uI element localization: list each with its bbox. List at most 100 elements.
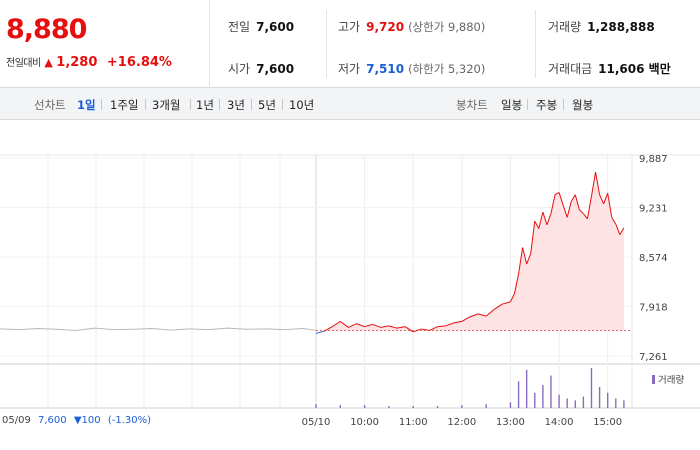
- line-chart-label: 선차트: [34, 98, 66, 112]
- divider: [563, 99, 564, 110]
- prev-day-line: [0, 327, 317, 331]
- y-tick-label: 8,574: [639, 253, 668, 264]
- price-line-segment: [530, 221, 536, 254]
- period-1y[interactable]: 1년: [196, 98, 214, 112]
- price-line-segment: [453, 320, 462, 324]
- price-line-segment: [502, 301, 511, 305]
- price-line-segment: [437, 325, 446, 328]
- divider: [282, 99, 283, 110]
- y-tick-label: 7,918: [639, 302, 668, 313]
- price-line-segment: [619, 227, 625, 235]
- price-line-segment: [356, 323, 365, 328]
- volume-bar: [623, 400, 625, 408]
- price-line-segment: [570, 194, 576, 202]
- volume-bar: [615, 398, 617, 408]
- prev-day-date: 05/09: [2, 415, 31, 426]
- up-arrow-icon: ▲: [44, 56, 53, 69]
- volume-bar: [534, 392, 536, 408]
- x-tick-label: 13:00: [496, 417, 525, 428]
- stat-prev-close: 전일 7,600: [228, 20, 295, 34]
- period-daily-candle[interactable]: 일봉: [501, 98, 523, 112]
- prev-day-change-pct: (-1.30%): [107, 415, 151, 426]
- price-line-segment: [595, 172, 601, 195]
- volume-bar: [558, 394, 560, 408]
- price-line-segment: [546, 213, 552, 226]
- price-line-segment: [550, 194, 556, 214]
- price-line-segment: [315, 330, 325, 334]
- stat-volume: 거래량 1,288,888: [548, 20, 655, 34]
- period-3y[interactable]: 3년: [227, 98, 245, 112]
- price-box: 8,880 전일대비 ▲ 1,280 +16.84%: [0, 0, 210, 88]
- price-line-segment: [603, 193, 609, 204]
- y-tick-label: 7,261: [639, 352, 668, 363]
- period-monthly-candle[interactable]: 월봉: [572, 98, 594, 112]
- x-tick-label: 14:00: [545, 417, 574, 428]
- price-line-segment: [445, 322, 454, 327]
- price-line-segment: [461, 316, 471, 322]
- price-line-segment: [558, 192, 564, 206]
- price-line-segment: [477, 313, 487, 317]
- chart-svg: 9,887 9,231 8,574 7,918 7,261 05/10 10:00 11:00…: [0, 154, 700, 428]
- price-line-segment: [574, 194, 580, 210]
- price-chart[interactable]: 9,887 9,231 8,574 7,918 7,261 05/10 10:00 11:00…: [0, 120, 700, 450]
- volume-bar: [590, 367, 593, 408]
- stat-high: 고가 9,720 (상한가 9,880): [338, 20, 486, 34]
- volume-bar: [598, 387, 601, 408]
- price-line-segment: [542, 211, 548, 226]
- price-line-segment: [538, 211, 544, 229]
- volume-bar: [550, 375, 552, 408]
- candle-chart-label: 봉차트: [456, 98, 488, 112]
- price-line-segment: [586, 196, 592, 219]
- price-line-segment: [421, 328, 430, 331]
- x-tick-label: 15:00: [593, 417, 622, 428]
- quote-summary: 8,880 전일대비 ▲ 1,280 +16.84% 전일 7,600 고가 9,7…: [0, 0, 700, 88]
- price-line-segment: [554, 192, 560, 196]
- price-line-segment: [590, 172, 597, 197]
- volume-bar: [509, 402, 512, 408]
- period-3m[interactable]: 3개월: [152, 98, 181, 112]
- price-line-segment: [323, 326, 333, 332]
- period-1d[interactable]: 1일: [77, 98, 96, 112]
- volume-bar: [517, 381, 520, 408]
- price-line-segment: [514, 273, 520, 294]
- price-line-segment: [611, 217, 617, 225]
- period-5y[interactable]: 5년: [258, 98, 276, 112]
- volume-bar: [542, 385, 544, 408]
- divider: [527, 99, 528, 110]
- divider: [326, 10, 327, 78]
- period-1w[interactable]: 1주일: [110, 98, 139, 112]
- stat-low: 저가 7,510 (하한가 5,320): [338, 62, 486, 76]
- price-line-segment: [429, 326, 438, 331]
- prev-day-info: 05/09 7,600 ▼100 (-1.30%): [2, 415, 151, 426]
- x-tick-label: 05/10: [302, 417, 331, 428]
- price-line-segment: [562, 205, 568, 218]
- price-line-segment: [522, 247, 528, 265]
- change-label: 전일대비: [6, 58, 41, 69]
- price-line-segment: [485, 308, 495, 317]
- price-line-segment: [340, 320, 349, 328]
- period-10y[interactable]: 10년: [289, 98, 315, 112]
- price-line-segment: [493, 303, 503, 310]
- price-line-segment: [607, 193, 613, 218]
- price-line-segment: [413, 328, 422, 333]
- volume-bar: [574, 400, 576, 408]
- price-line-segment: [578, 209, 584, 214]
- volume-legend: 거래량: [652, 372, 684, 386]
- price-line-segment: [582, 213, 588, 220]
- volume-bar: [582, 396, 585, 408]
- volume-bar: [412, 406, 414, 408]
- current-price: 8,880: [6, 14, 87, 45]
- divider: [535, 10, 536, 78]
- price-line-segment: [615, 223, 621, 235]
- period-weekly-candle[interactable]: 주봉: [536, 98, 558, 112]
- price-line-segment: [534, 220, 540, 229]
- volume-bar: [388, 406, 390, 408]
- chart-toolbar: 선차트 1일 1주일 3개월 1년 3년 5년 10년 봉차트 일봉 주봉 월봉: [0, 88, 700, 120]
- price-line-segment: [566, 201, 572, 218]
- prev-day-change: ▼100: [73, 415, 101, 426]
- volume-swatch: [652, 375, 655, 384]
- volume-bar: [315, 404, 317, 408]
- price-line-segment: [331, 320, 341, 328]
- x-tick-label: 10:00: [350, 417, 379, 428]
- price-line-segment: [599, 194, 605, 204]
